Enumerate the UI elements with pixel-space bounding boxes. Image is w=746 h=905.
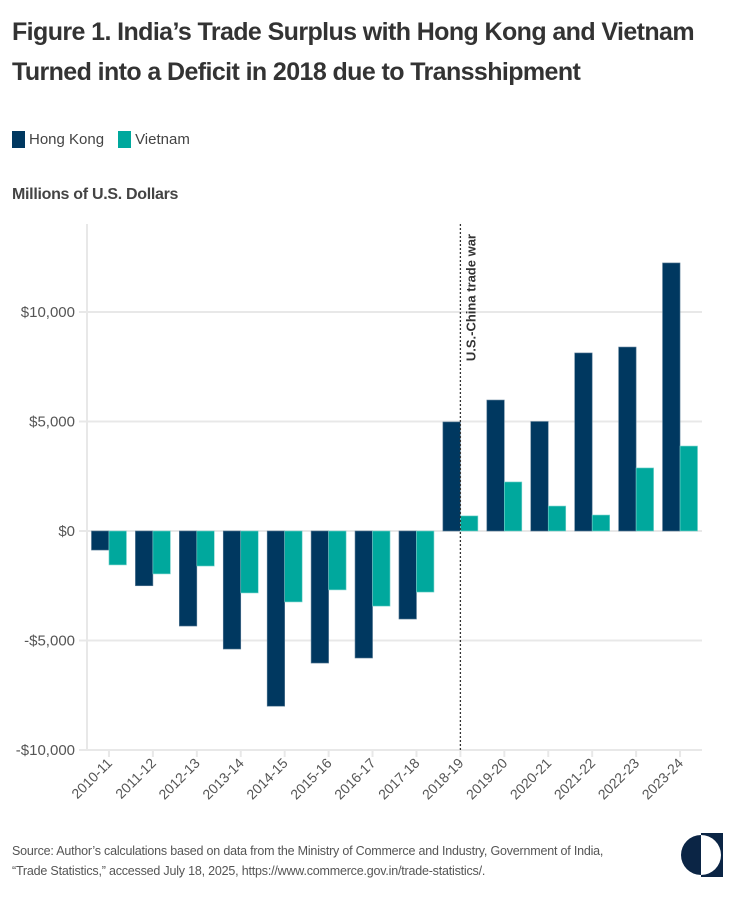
bar-vietnam-2011-12 [152, 530, 171, 575]
bar-vietnam-2016-17 [372, 530, 391, 607]
bar-chart: -$10,000-$5,000$0$5,000$10,000 2010-1120… [16, 224, 702, 802]
x-tick-label: 2010-11 [68, 755, 115, 802]
x-tick-label: 2016-17 [331, 755, 379, 803]
bar-vietnam-2023-24 [679, 445, 698, 532]
x-tick-label: 2014-15 [243, 755, 291, 803]
x-tick-label: 2018-19 [419, 755, 467, 803]
bar-hong-kong-2022-23 [618, 346, 637, 532]
y-axis-unit-label: Millions of U.S. Dollars [12, 186, 179, 203]
legend-swatch-hong-kong [12, 131, 25, 148]
bar-hong-kong-2012-13 [179, 530, 198, 627]
x-tick-label: 2019-20 [463, 755, 511, 803]
y-tick-label: $5,000 [29, 414, 75, 431]
bar-hong-kong-2020-21 [530, 421, 549, 532]
bar-hong-kong-2019-20 [486, 399, 505, 532]
bar-vietnam-2015-16 [328, 530, 347, 591]
gridlines [79, 224, 702, 751]
y-tick-label: -$10,000 [16, 742, 75, 759]
source-note: Source: Author’s calculations based on d… [12, 841, 672, 881]
bar-vietnam-2019-20 [504, 481, 523, 532]
legend-label-hong-kong: Hong Kong [29, 131, 105, 148]
legend-item-hong-kong: Hong Kong [12, 131, 104, 148]
x-tick-label: 2017-18 [375, 755, 423, 803]
source-line-2: “Trade Statistics,” accessed July 18, 20… [12, 864, 486, 878]
x-tick-label: 2013-14 [199, 755, 247, 803]
chart-title: Figure 1. India’s Trade Surplus with Hon… [12, 18, 695, 86]
x-tick-label: 2021-22 [551, 755, 599, 803]
bars [91, 262, 698, 707]
legend-swatch-vietnam [118, 131, 132, 148]
legend-label-vietnam: Vietnam [135, 131, 190, 148]
bar-vietnam-2013-14 [240, 530, 259, 594]
bar-hong-kong-2016-17 [354, 530, 373, 659]
bar-hong-kong-2017-18 [398, 530, 417, 620]
bar-hong-kong-2015-16 [310, 530, 329, 664]
x-tick-label: 2012-13 [155, 755, 203, 803]
bar-hong-kong-2013-14 [222, 530, 242, 650]
legend: Hong Kong Vietnam [12, 131, 204, 148]
bar-hong-kong-2021-22 [574, 352, 593, 532]
y-axis-ticks: -$10,000 -$5,000 $0 $5,000 $10,000 [16, 304, 75, 759]
bar-vietnam-2017-18 [416, 530, 435, 593]
bar-vietnam-2012-13 [196, 530, 215, 567]
x-tick-label: 2011-12 [112, 755, 159, 802]
bar-vietnam-2020-21 [547, 505, 567, 532]
source-line-1: Source: Author’s calculations based on d… [12, 844, 604, 858]
bar-vietnam-2010-11 [108, 530, 127, 566]
bar-hong-kong-2011-12 [135, 530, 154, 587]
x-tick-label: 2020-21 [507, 755, 555, 803]
trade-war-marker-label: U.S.-China trade war [463, 234, 478, 361]
bar-vietnam-2022-23 [635, 467, 654, 532]
y-tick-label: $10,000 [21, 304, 75, 321]
bar-vietnam-2021-22 [591, 514, 610, 532]
half-moon-logo-icon [679, 833, 723, 877]
bar-vietnam-2018-19 [460, 515, 479, 532]
bar-vietnam-2014-15 [284, 530, 303, 603]
x-tick-label: 2022-23 [595, 755, 643, 803]
x-tick-label: 2015-16 [287, 755, 335, 803]
bar-hong-kong-2014-15 [266, 530, 285, 707]
legend-item-vietnam: Vietnam [118, 131, 190, 148]
y-tick-label: -$5,000 [24, 633, 75, 650]
x-axis-ticks: 2010-112011-122012-132013-142014-152015-… [68, 750, 686, 802]
y-tick-label: $0 [58, 523, 75, 540]
x-tick-label: 2023-24 [639, 755, 687, 803]
bar-hong-kong-2010-11 [91, 530, 110, 551]
bar-hong-kong-2018-19 [442, 421, 461, 532]
bar-hong-kong-2023-24 [662, 262, 681, 532]
annotations: U.S.-China trade war [459, 224, 478, 750]
